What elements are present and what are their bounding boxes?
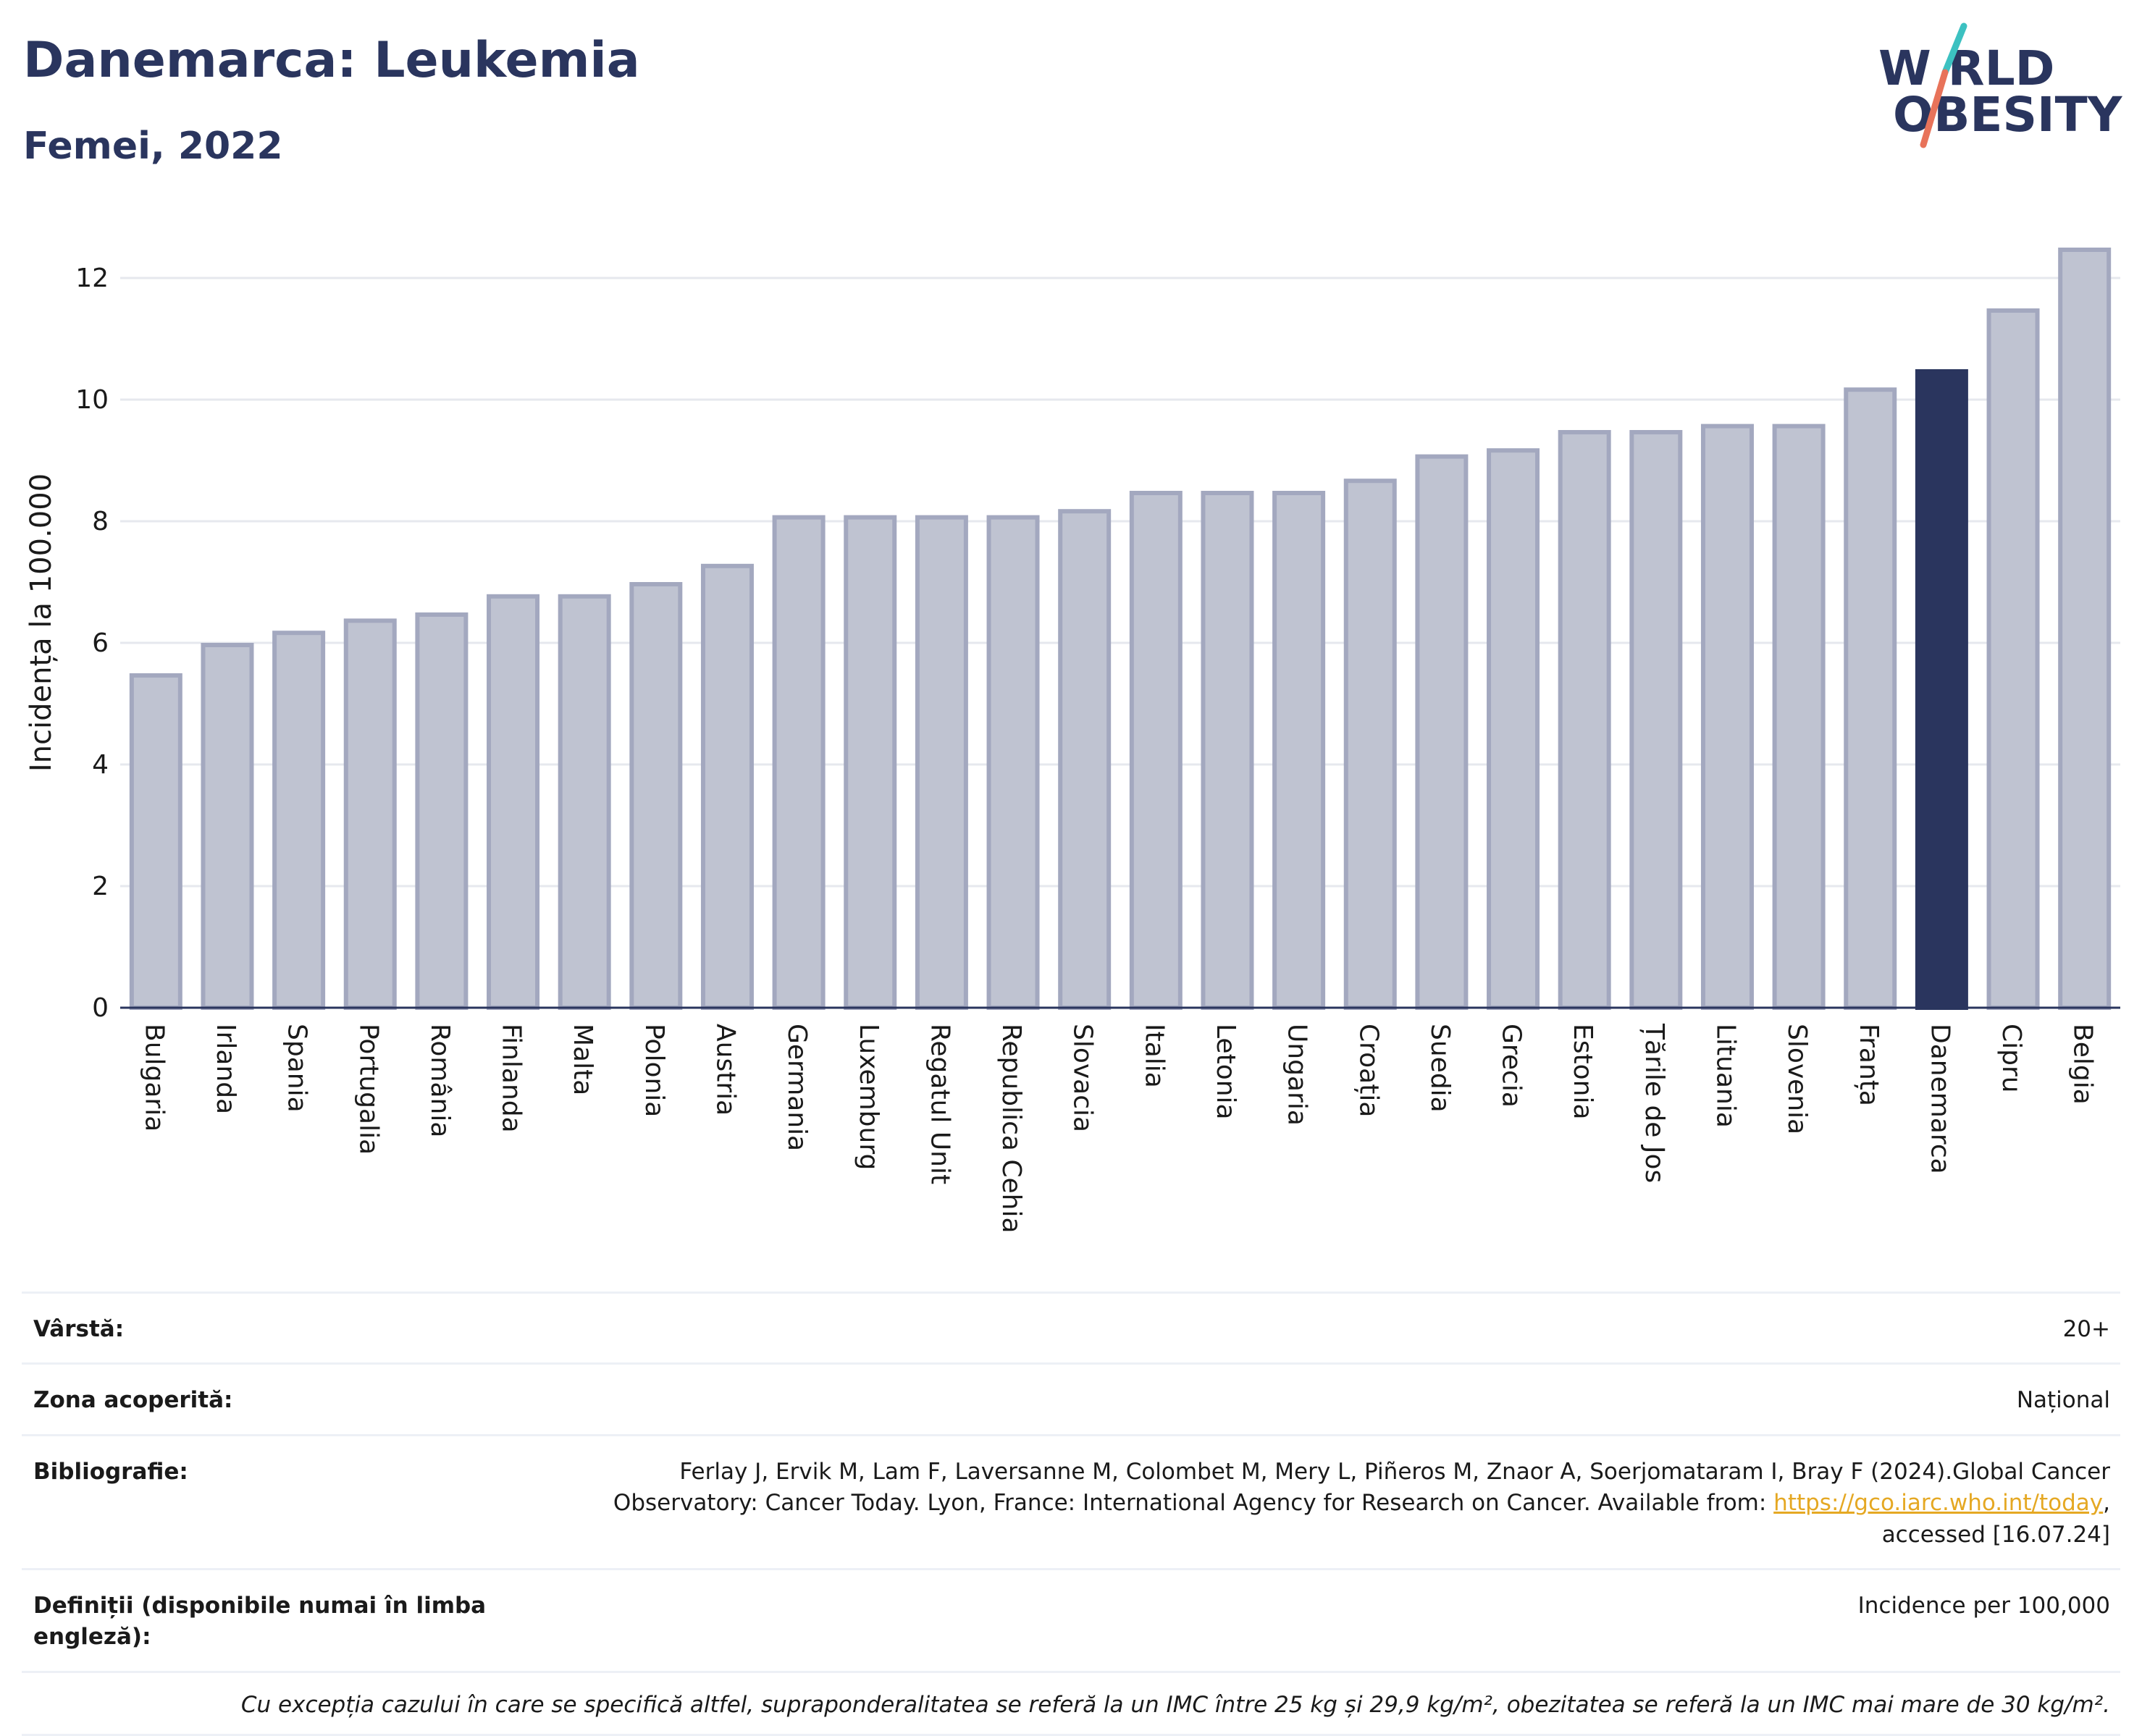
x-tick-label: Cipru	[1996, 1024, 2026, 1093]
age-value: 20+	[2062, 1316, 2110, 1342]
bar	[629, 582, 683, 1010]
x-tick-label: Austria	[710, 1024, 740, 1116]
x-tick-label: Belgia	[2068, 1024, 2098, 1105]
meta-row-definitions: Definiții (disponibile numai în limba en…	[22, 1567, 2120, 1671]
x-tick-label: Croația	[1353, 1024, 1383, 1117]
bar	[129, 673, 182, 1010]
x-tick-label: Slovenia	[1782, 1024, 1812, 1134]
bibliography-value: Ferlay J, Ervik M, Lam F, Laversanne M, …	[546, 1457, 2110, 1551]
bar	[1558, 430, 1611, 1010]
x-tick-label: Franța	[1854, 1024, 1883, 1106]
bar	[986, 515, 1040, 1011]
bar	[844, 515, 897, 1011]
x-tick-label: Finlanda	[497, 1024, 526, 1133]
y-tick-label: 6	[92, 628, 109, 658]
bar	[343, 618, 397, 1010]
bar	[772, 515, 826, 1011]
x-tick-label: Portugalia	[353, 1024, 383, 1155]
x-tick-label: Ungaria	[1282, 1024, 1312, 1126]
bibliography-text: Ferlay J, Ervik M, Lam F, Laversanne M, …	[613, 1458, 2110, 1517]
x-tick-label: Letonia	[1211, 1024, 1240, 1120]
page-subtitle: Femei, 2022	[23, 125, 283, 168]
logo-text-world: W RLD	[1878, 41, 2055, 96]
x-tick-label: Țările de Jos	[1639, 1023, 1669, 1183]
world-obesity-logo: W RLD OBESITY	[1878, 20, 2122, 151]
x-tick-label: Danemarca	[1925, 1024, 1954, 1174]
bibliography-label: Bibliografie:	[33, 1458, 188, 1485]
bar	[1415, 454, 1469, 1011]
bar	[1058, 509, 1112, 1010]
meta-row-coverage: Zona acoperită: Național	[22, 1362, 2120, 1433]
x-tick-label: Republica Cehia	[996, 1024, 1026, 1234]
bar	[558, 594, 611, 1010]
y-tick-label: 0	[92, 993, 109, 1023]
bar	[272, 631, 326, 1010]
x-tick-label: Irlanda	[211, 1024, 240, 1114]
page-title: Danemarca: Leukemia	[23, 32, 640, 89]
x-tick-label: Grecia	[1497, 1024, 1526, 1108]
bar	[915, 515, 968, 1011]
coverage-label: Zona acoperită:	[33, 1387, 233, 1414]
coverage-value: Național	[2016, 1387, 2110, 1414]
bar	[1986, 308, 2040, 1010]
bar	[1772, 424, 1826, 1011]
y-tick-label: 10	[75, 385, 109, 415]
bar	[1915, 369, 1968, 1010]
bar	[1343, 479, 1397, 1010]
meta-row-bibliography: Bibliografie: Ferlay J, Ervik M, Lam F, …	[22, 1433, 2120, 1568]
x-tick-label: Slovacia	[1068, 1024, 1098, 1132]
x-tick-label: Regatul Unit	[925, 1024, 954, 1184]
x-tick-label: Malta	[568, 1024, 597, 1095]
bibliography-link[interactable]: https://gco.iarc.who.int/today	[1773, 1490, 2104, 1517]
bar	[1129, 491, 1183, 1010]
y-tick-label: 12	[75, 264, 109, 293]
bar	[201, 643, 254, 1010]
y-tick-label: 8	[92, 507, 109, 536]
definitions-label: Definiții (disponibile numai în limba en…	[33, 1592, 487, 1651]
meta-row-age: Vârstă: 20+	[22, 1292, 2120, 1362]
bar	[1629, 430, 1683, 1010]
bibliography-suffix: , accessed [16.07.24]	[1881, 1490, 2110, 1548]
bar	[1487, 448, 1540, 1010]
bar	[1201, 491, 1254, 1010]
y-tick-label: 2	[92, 872, 109, 901]
x-tick-label: Lituania	[1710, 1024, 1740, 1128]
y-axis-label: Incidența la 100.000	[25, 473, 58, 772]
x-tick-label: Luxemburg	[854, 1024, 883, 1170]
logo-slash-icon	[1920, 22, 1967, 148]
x-tick-label: Spania	[282, 1024, 312, 1113]
x-tick-label: Estonia	[1568, 1024, 1597, 1120]
x-tick-label: Bulgaria	[139, 1024, 169, 1132]
x-tick-label: România	[425, 1024, 455, 1137]
bar-chart: 0 2 4 6 8 10 12 Incidența la 100.000 Bulgaria Irl…	[25, 248, 2120, 1234]
x-tick-label: Suedia	[1425, 1024, 1455, 1113]
x-tick-label: Polonia	[639, 1024, 669, 1117]
bar	[1844, 387, 1897, 1010]
bar	[415, 612, 469, 1010]
bar	[1272, 491, 1326, 1010]
metadata-table: Vârstă: 20+ Zona acoperită: Național Bib…	[22, 1292, 2120, 1736]
bar	[487, 594, 540, 1010]
x-tick-label: Italia	[1139, 1024, 1169, 1088]
y-tick-label: 4	[92, 750, 109, 780]
x-tick-label: Germania	[782, 1024, 812, 1151]
age-label: Vârstă:	[33, 1316, 125, 1342]
definitions-value: Incidence per 100,000	[1857, 1592, 2110, 1619]
bar	[2058, 248, 2112, 1010]
bar	[700, 563, 754, 1010]
bar	[1700, 424, 1754, 1011]
bmi-footnote: Cu excepția cazului în care se specifică…	[22, 1670, 2120, 1736]
